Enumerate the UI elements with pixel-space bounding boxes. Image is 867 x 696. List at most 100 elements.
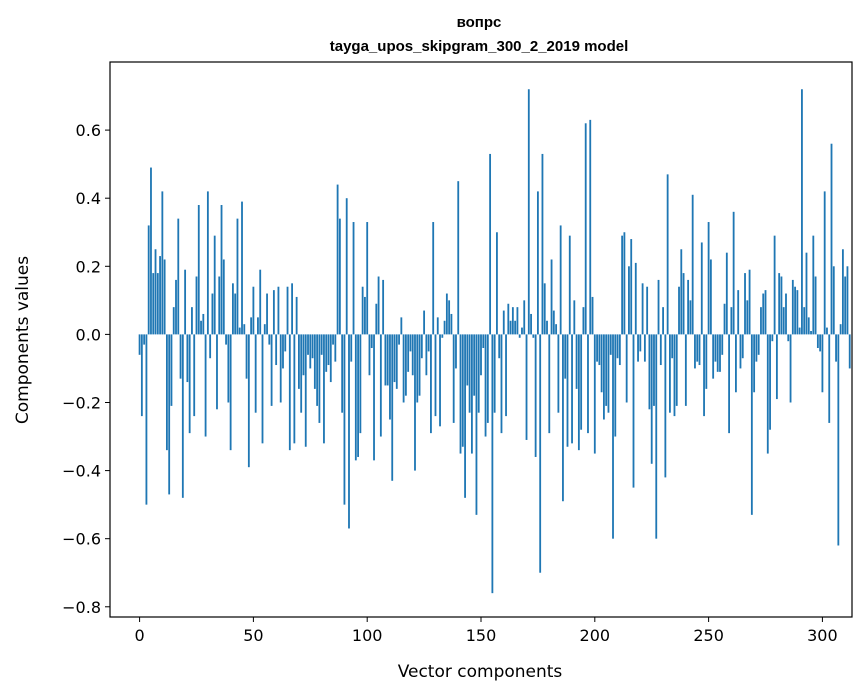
- bar-7: [154, 249, 157, 335]
- bar-96: [357, 334, 359, 457]
- bar-210: [616, 334, 619, 359]
- bar-289: [796, 290, 799, 335]
- bar-128: [430, 334, 432, 434]
- bar-86: [334, 334, 337, 362]
- bar-267: [746, 300, 749, 335]
- bar-47: [245, 334, 248, 379]
- bar-8: [156, 273, 159, 335]
- bar-186: [562, 334, 564, 502]
- bar-136: [448, 300, 451, 335]
- bar-243: [691, 194, 694, 335]
- bar-217: [632, 334, 635, 488]
- bar-0: [138, 334, 141, 355]
- bar-149: [477, 334, 480, 413]
- bar-54: [261, 334, 264, 444]
- bar-258: [725, 252, 728, 335]
- bar-297: [814, 276, 817, 335]
- bar-197: [587, 334, 589, 434]
- bar-272: [757, 334, 760, 355]
- bar-141: [459, 334, 462, 454]
- bar-132: [439, 334, 441, 427]
- bar-224: [648, 334, 651, 410]
- bar-142: [461, 334, 464, 447]
- bar-196: [584, 123, 587, 335]
- bar-271: [755, 334, 758, 362]
- bar-202: [598, 334, 601, 366]
- bar-117: [404, 334, 407, 396]
- bar-288: [794, 286, 797, 335]
- bar-104: [375, 303, 378, 335]
- bar-147: [473, 334, 476, 396]
- y-tick-label: 0.0: [76, 325, 101, 344]
- bar-98: [361, 286, 364, 335]
- bar-115: [400, 317, 403, 335]
- bar-62: [279, 334, 282, 403]
- bar-130: [434, 334, 437, 417]
- bar-33: [213, 235, 216, 335]
- bar-125: [423, 310, 426, 335]
- bar-55: [263, 324, 266, 335]
- bar-78: [316, 334, 319, 406]
- bar-145: [468, 334, 471, 413]
- bar-28: [202, 313, 205, 335]
- y-tick-label: 0.6: [76, 121, 101, 140]
- bar-281: [778, 273, 781, 335]
- bar-32: [211, 293, 214, 335]
- bar-134: [443, 320, 446, 335]
- bar-116: [402, 334, 405, 403]
- bar-182: [552, 310, 555, 335]
- bar-100: [366, 222, 369, 335]
- bar-48: [247, 334, 250, 468]
- bar-266: [744, 273, 746, 335]
- chart-title: вопрс: [457, 14, 502, 31]
- bar-249: [705, 334, 708, 389]
- x-tick-label: 50: [243, 626, 263, 645]
- bar-161: [505, 334, 507, 417]
- bar-296: [812, 235, 815, 335]
- bar-252: [712, 334, 715, 379]
- bar-11: [163, 259, 166, 335]
- bar-2: [143, 334, 146, 345]
- y-tick-label: −0.2: [62, 393, 101, 412]
- bar-226: [653, 334, 655, 406]
- bar-23: [191, 307, 193, 335]
- bar-83: [327, 334, 330, 366]
- x-tick-label: 100: [352, 626, 383, 645]
- bar-294: [807, 317, 810, 335]
- bar-284: [785, 293, 787, 335]
- bar-227: [655, 334, 658, 539]
- bar-286: [789, 334, 792, 403]
- bar-280: [775, 334, 778, 400]
- bar-12: [165, 334, 168, 451]
- y-tick-label: 0.4: [76, 189, 101, 208]
- bar-93: [350, 334, 353, 362]
- bar-series: [138, 89, 851, 594]
- bar-248: [703, 334, 705, 417]
- bar-155: [491, 334, 494, 594]
- bar-211: [618, 334, 621, 366]
- bar-282: [780, 276, 783, 335]
- bar-188: [566, 334, 569, 447]
- bar-195: [582, 307, 585, 335]
- bar-305: [832, 266, 835, 335]
- bar-207: [609, 334, 612, 355]
- bar-74: [307, 334, 309, 355]
- bar-253: [714, 334, 717, 362]
- bar-46: [243, 324, 246, 335]
- bar-80: [320, 334, 323, 355]
- bar-118: [407, 334, 410, 372]
- bar-245: [696, 334, 699, 362]
- bar-15: [172, 307, 175, 335]
- bar-106: [379, 334, 382, 437]
- bar-180: [548, 334, 551, 434]
- bar-191: [573, 300, 576, 335]
- bar-205: [605, 334, 608, 406]
- bar-171: [527, 89, 530, 335]
- bar-189: [568, 235, 571, 335]
- bar-292: [803, 307, 806, 335]
- bar-299: [819, 334, 822, 352]
- chart-subtitle: tayga_upos_skipgram_300_2_2019 model: [330, 38, 629, 55]
- bar-259: [728, 334, 730, 434]
- bar-20: [184, 269, 187, 335]
